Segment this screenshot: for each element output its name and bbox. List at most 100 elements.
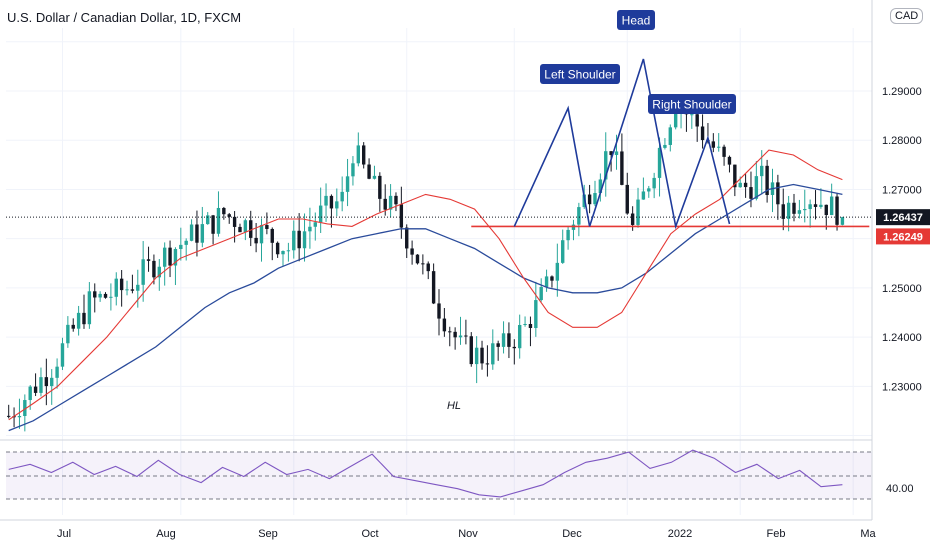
candle-body	[189, 224, 194, 241]
candle-body	[700, 126, 705, 141]
candle-body	[722, 146, 726, 157]
candle-body	[727, 156, 732, 165]
neckline-badge: 1.26249	[876, 228, 930, 245]
candle-body	[480, 347, 484, 364]
chart-title: U.S. Dollar / Canadian Dollar, 1D, FXCM	[7, 10, 242, 25]
y-tick-label: 1.23000	[882, 381, 922, 393]
candle-body	[647, 188, 651, 192]
right-shoulder-label: Right Shoulder	[648, 94, 736, 114]
candle-body	[808, 204, 812, 210]
candle-body	[184, 240, 188, 245]
candle-body	[571, 224, 576, 230]
candle-body	[232, 216, 237, 227]
candle-body	[356, 145, 361, 164]
candle-body	[598, 179, 603, 194]
candle-body	[179, 244, 183, 250]
candle-body	[544, 276, 549, 287]
candle-body	[738, 182, 742, 188]
candle-body	[173, 249, 178, 266]
rsi-tick-label: 40.00	[886, 483, 914, 495]
ema-slow-line	[8, 183, 843, 432]
left-shoulder-label-box	[540, 64, 620, 84]
x-tick-label: Ma	[860, 528, 876, 540]
rsi-line	[8, 449, 843, 498]
candle-body	[512, 346, 517, 349]
candle-body	[243, 220, 248, 233]
ema-fast-line	[8, 149, 843, 421]
candle-body	[394, 195, 398, 205]
x-tick-label: Sep	[258, 528, 278, 540]
candle-body	[292, 230, 296, 251]
candle-body	[399, 204, 404, 228]
currency-badge[interactable]: CAD	[890, 8, 924, 24]
candle-body	[523, 324, 527, 326]
candle-body	[76, 312, 81, 329]
candle-body	[388, 195, 393, 210]
candle-body	[641, 191, 646, 200]
candle-body	[636, 199, 640, 225]
candle-body	[517, 324, 522, 349]
candle-body	[663, 144, 667, 148]
candle-body	[792, 202, 796, 214]
candle-body	[130, 289, 135, 291]
neckline-price-text: 1.26249	[883, 231, 923, 243]
candle-body	[711, 141, 716, 148]
candle-body	[652, 177, 656, 189]
candle-body	[222, 207, 226, 215]
pattern-overlay: Head Left Shoulder Right Shoulder HL	[6, 10, 872, 412]
y-tick-label: 1.29000	[882, 86, 922, 98]
candle-body	[55, 366, 59, 378]
candle-body	[238, 226, 242, 233]
head-shoulders-pattern	[513, 58, 731, 230]
candle-body	[474, 347, 479, 365]
candle-body	[458, 335, 463, 338]
candle-body	[491, 343, 495, 365]
candle-body	[630, 213, 635, 225]
candle-body	[28, 386, 32, 401]
candle-body	[93, 291, 97, 298]
right-shoulder-label-text: Right Shoulder	[652, 98, 731, 112]
candle-body	[803, 209, 807, 211]
x-tick-label: 2022	[668, 528, 692, 540]
candle-body	[717, 146, 721, 148]
candle-body	[152, 260, 156, 278]
candle-body	[82, 312, 86, 325]
candle-body	[195, 224, 199, 243]
head-label: Head	[617, 10, 655, 30]
candle-body	[437, 303, 441, 319]
candle-body	[340, 191, 344, 202]
candle-body	[324, 195, 328, 206]
right-shoulder-label-box	[648, 94, 736, 114]
candle-body	[141, 259, 145, 285]
candle-body	[66, 324, 70, 344]
candle-body	[829, 196, 834, 216]
candle-body	[206, 215, 210, 225]
candle-body	[781, 204, 785, 219]
x-tick-label: Aug	[156, 528, 176, 540]
candle-body	[668, 127, 672, 145]
candle-body	[329, 195, 334, 209]
candle-body	[60, 343, 65, 367]
candle-body	[98, 293, 102, 298]
candle-body	[587, 194, 592, 205]
candle-body	[227, 214, 231, 217]
candle-body	[464, 335, 468, 337]
candle-body	[426, 263, 430, 272]
y-tick-label: 1.24000	[882, 332, 922, 344]
y-tick-label: 1.27000	[882, 184, 922, 196]
candle-body	[211, 215, 215, 234]
candle-body	[216, 207, 221, 234]
candle-body	[313, 222, 317, 227]
candle-body	[561, 240, 565, 263]
candle-body	[125, 289, 129, 291]
candle-body	[162, 247, 167, 267]
candle-body	[23, 400, 27, 416]
candle-body	[119, 278, 124, 291]
last-price-text: 1.26437	[883, 212, 923, 224]
candle-body	[114, 278, 118, 297]
candle-body	[673, 112, 678, 128]
candle-body	[71, 324, 75, 329]
candle-body	[405, 227, 409, 249]
candle-body	[157, 266, 161, 278]
